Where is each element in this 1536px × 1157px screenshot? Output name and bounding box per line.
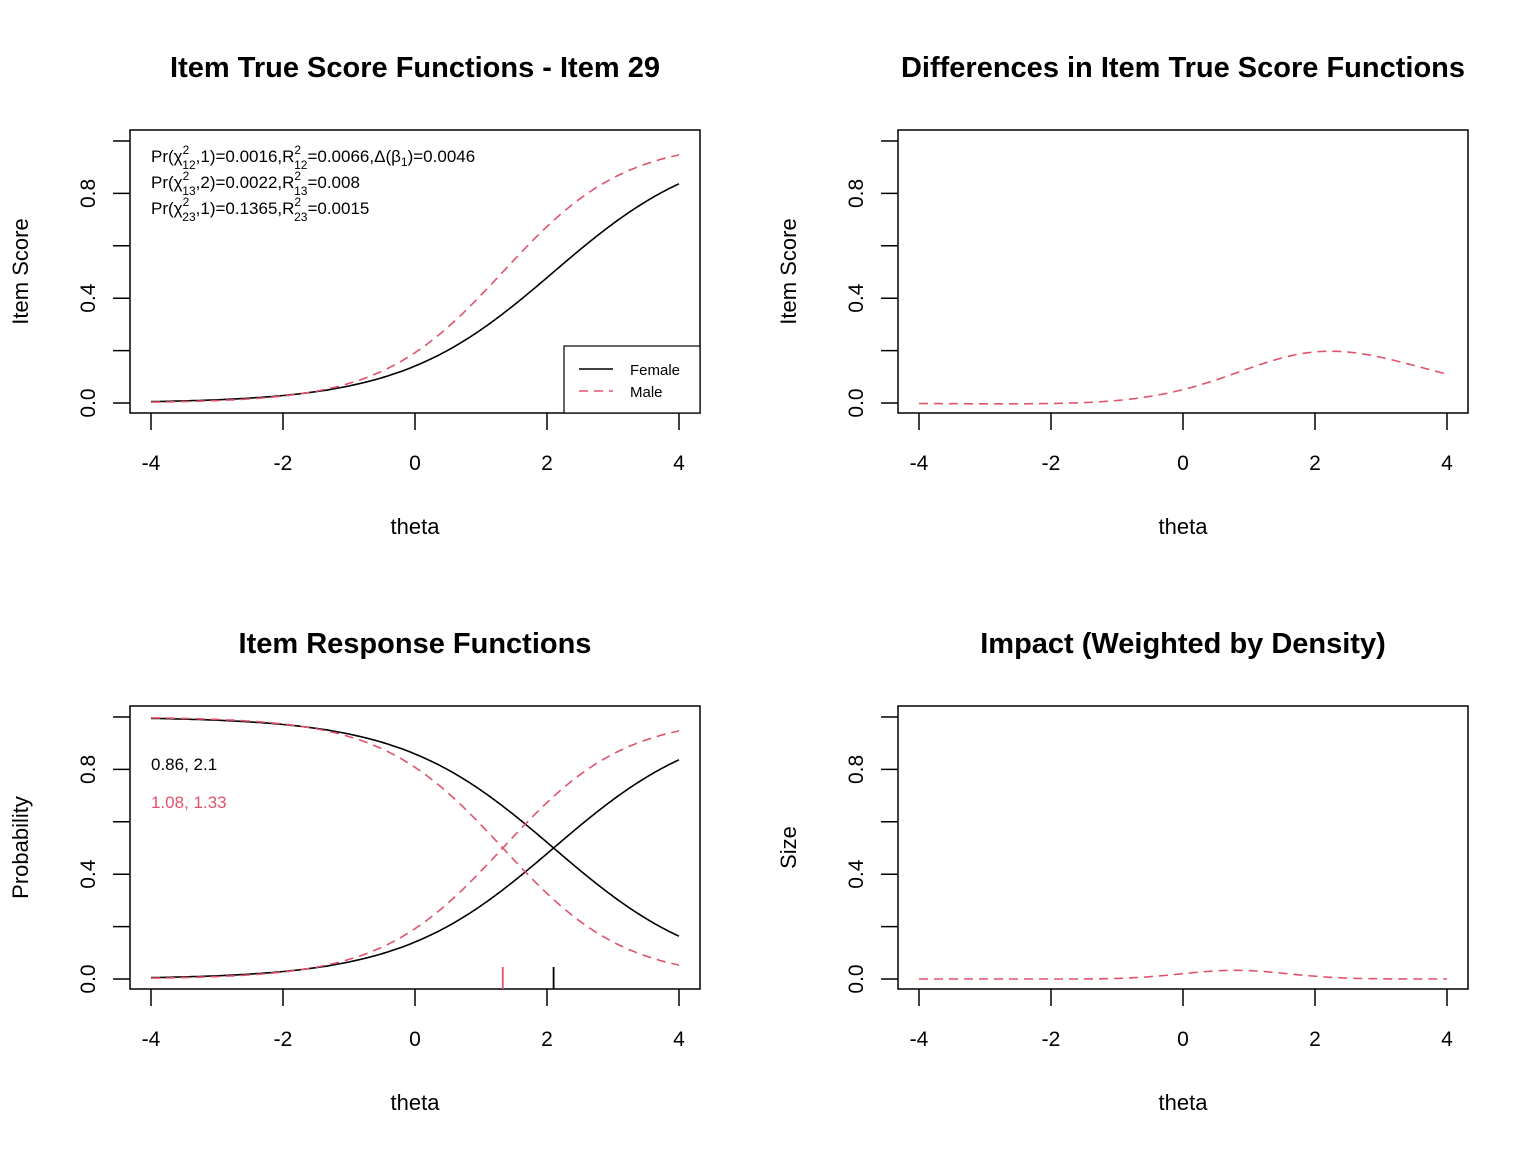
x-tick-label: -2: [274, 452, 293, 475]
y-tick-label: 0.8: [77, 755, 100, 784]
y-tick-label: 0.4: [845, 283, 868, 313]
x-tick-label: 0: [409, 452, 421, 475]
x-tick-label: 0: [1177, 1028, 1189, 1051]
x-tick-label: 2: [541, 452, 553, 475]
panel-1: Item True Score Functions - Item 29 -4 -2 0…: [8, 52, 701, 539]
y-tick-label: 0.0: [845, 388, 868, 417]
y-tick-label: 0.0: [77, 964, 100, 993]
chart-title: Impact (Weighted by Density): [980, 628, 1386, 660]
y-tick-label: 0.8: [845, 755, 868, 784]
x-tick-label: 2: [1309, 452, 1321, 475]
y-tick-label: 0.0: [77, 388, 100, 417]
x-tick-label: -2: [1042, 1028, 1061, 1051]
x-axis-label: theta: [1159, 1090, 1209, 1115]
y-axis-label: Size: [776, 826, 801, 869]
y-axis-label: Item Score: [8, 218, 33, 324]
x-tick-label: -4: [142, 452, 161, 475]
plot-box: [897, 129, 1469, 414]
y-tick-label: 0.0: [845, 964, 868, 993]
legend-box: [563, 345, 701, 414]
irf-complement-line-female: [151, 717, 680, 937]
x-tick-label: -2: [274, 1028, 293, 1051]
plot-box: [129, 705, 701, 990]
x-tick-label: 2: [541, 1028, 553, 1051]
y-axis-label: Probability: [8, 796, 33, 899]
y-tick-label: 0.8: [845, 179, 868, 208]
stat-annotation: Pr(χ2 13,2)=0.0022,R2 13=0.008: [151, 169, 360, 198]
series-line-male: [150, 154, 680, 403]
plot-box: [897, 705, 1469, 990]
x-tick-label: 4: [1441, 1028, 1453, 1051]
x-axis-label: theta: [1159, 514, 1209, 539]
stat-annotation: Pr(χ2 12,1)=0.0016,R2 12=0.0066,Δ(β1)=0.00…: [151, 143, 475, 172]
legend: Female Male: [563, 345, 701, 414]
x-tick-label: 0: [1177, 452, 1189, 475]
y-tick-label: 0.4: [77, 283, 100, 313]
y-tick-label: 0.4: [77, 859, 100, 889]
x-tick-label: -4: [142, 1028, 161, 1051]
param-label-male: 1.08, 1.33: [151, 793, 227, 812]
y-tick-label: 0.8: [77, 179, 100, 208]
panel-4: Impact (Weighted by Density) -4 -2 0 2 4 0.0 0.…: [776, 628, 1469, 1115]
series-line-difference: [918, 350, 1448, 405]
x-tick-label: -2: [1042, 452, 1061, 475]
panel-2: Differences in Item True Score Functions…: [776, 52, 1469, 539]
irf-complement-line-male: [150, 717, 680, 966]
panel-3: Item Response Functions -4 -2 0 2 4 0.0 0.4 0.8 t…: [8, 628, 701, 1115]
x-axis-label: theta: [391, 1090, 441, 1115]
y-tick-label: 0.4: [845, 859, 868, 889]
y-axis-label: Item Score: [776, 218, 801, 324]
chart-title: Differences in Item True Score Functions: [901, 52, 1465, 84]
chart-title: Item True Score Functions - Item 29: [170, 52, 660, 84]
series-line-impact: [919, 969, 1447, 980]
irf-line-female: [151, 759, 680, 979]
x-axis-label: theta: [391, 514, 441, 539]
x-tick-label: 4: [1441, 452, 1453, 475]
irf-line-male: [150, 730, 680, 979]
x-tick-label: 4: [673, 1028, 685, 1051]
chart-title: Item Response Functions: [239, 628, 592, 660]
legend-label: Male: [630, 384, 663, 401]
x-tick-label: -4: [910, 452, 929, 475]
legend-label: Female: [630, 362, 680, 379]
param-label-female: 0.86, 2.1: [151, 755, 217, 774]
stat-annotation: Pr(χ2 23,1)=0.1365,R2 23=0.0015: [151, 195, 369, 224]
x-tick-label: -4: [910, 1028, 929, 1051]
x-tick-label: 2: [1309, 1028, 1321, 1051]
x-tick-label: 0: [409, 1028, 421, 1051]
x-tick-label: 4: [673, 452, 685, 475]
series-line-female: [151, 183, 680, 403]
